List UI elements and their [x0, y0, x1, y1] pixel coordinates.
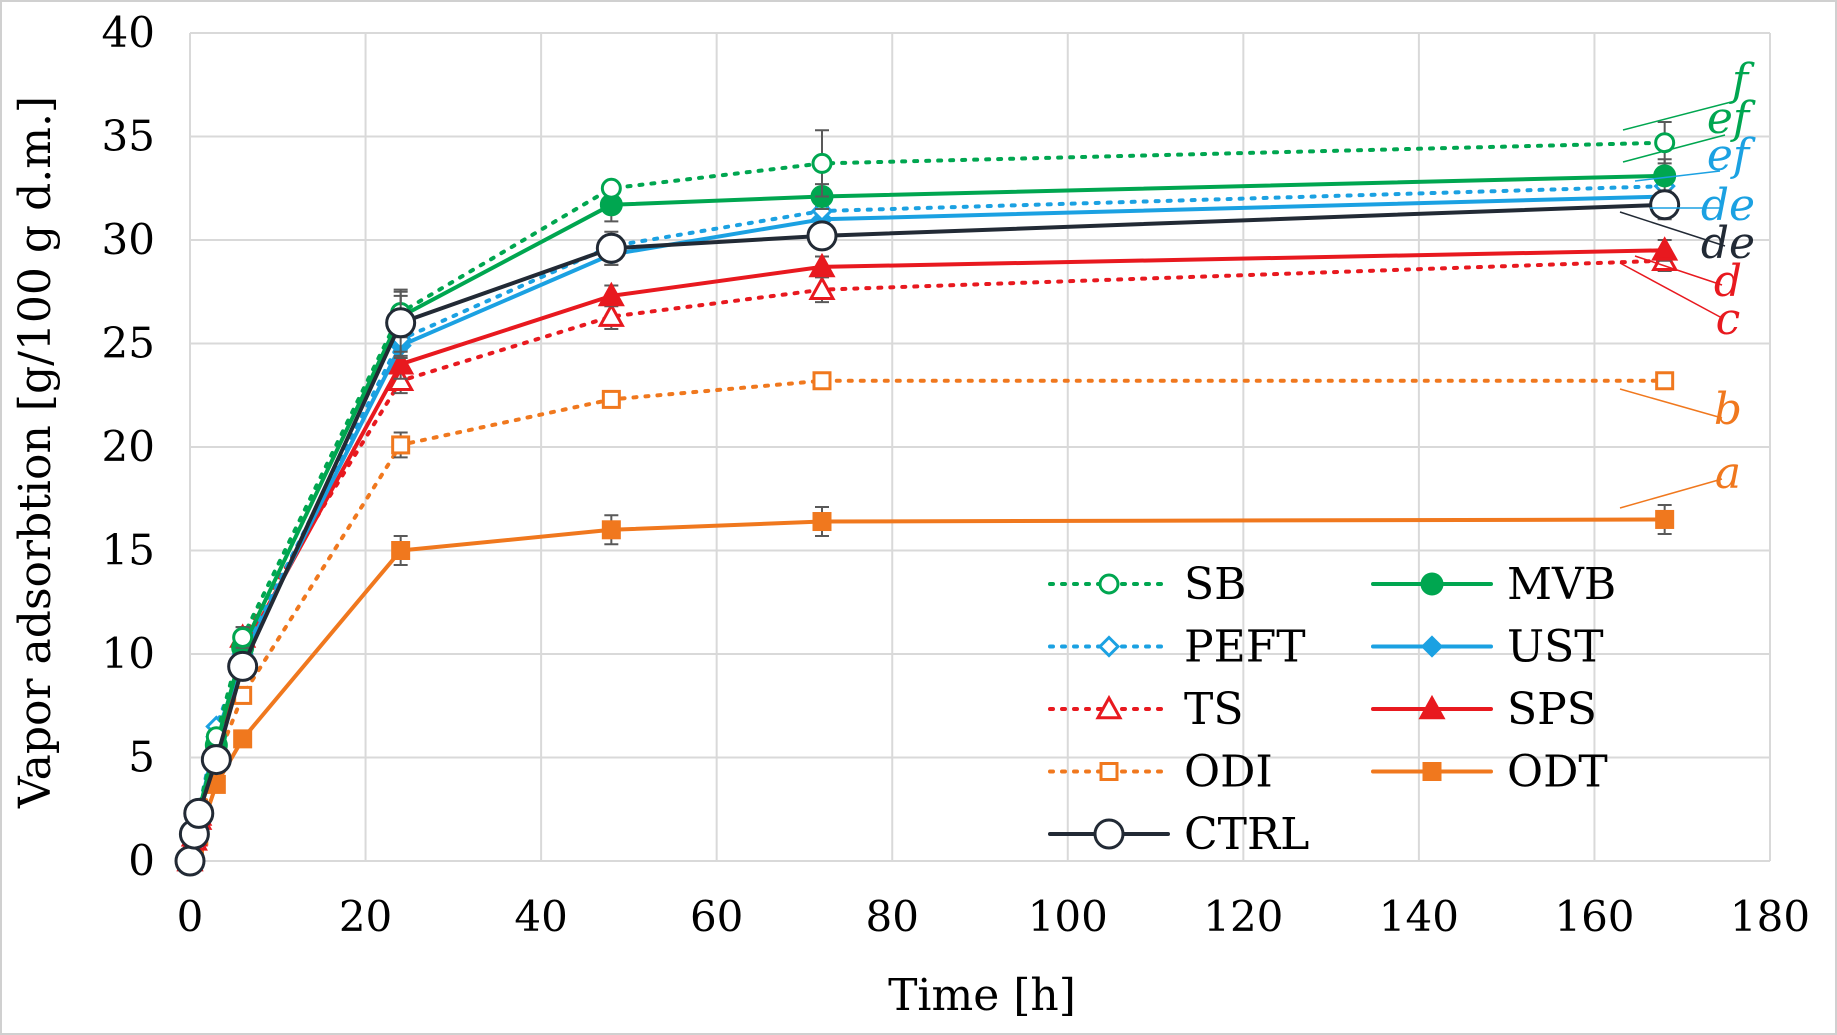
data-point [808, 252, 836, 278]
legend-swatch-marker [1099, 762, 1119, 781]
significance-letter: d [1714, 256, 1742, 307]
legend: SB MVB PEFT UST TS SPS ODI ODT CTRL [1048, 559, 1616, 860]
legend-swatch-marker [1422, 762, 1442, 781]
data-point [811, 152, 833, 174]
data-point [1655, 509, 1675, 529]
legend-label: PEFT [1184, 622, 1306, 673]
significance-letter: de [1701, 218, 1755, 269]
x-tick-label: 40 [514, 892, 567, 941]
data-point [601, 520, 621, 540]
legend-entry-ts: TS [1048, 684, 1244, 735]
data-point [1653, 164, 1677, 188]
y-axis-title: Vapor adsorbtion [g/100 g d.m.] [10, 96, 61, 809]
data-point [233, 729, 253, 749]
significance-leader-line [1619, 211, 1726, 247]
x-tick-label: 120 [1203, 892, 1283, 941]
x-tick-label: 140 [1379, 892, 1459, 941]
significance-letter: b [1714, 384, 1742, 435]
legend-label: TS [1184, 684, 1244, 735]
legend-swatch-marker [1098, 573, 1120, 595]
data-point [812, 371, 832, 391]
legend-entry-sb: SB [1048, 559, 1246, 610]
legend-label: ODT [1507, 747, 1608, 798]
legend-label: SB [1184, 559, 1246, 610]
legend-label: UST [1507, 622, 1604, 673]
data-point [1651, 236, 1679, 261]
data-point [200, 744, 232, 776]
y-tick-label: 5 [128, 733, 155, 782]
data-point [597, 302, 625, 327]
data-point [600, 177, 622, 199]
gridlines [189, 32, 1771, 862]
x-tick-label: 100 [1028, 892, 1108, 941]
legend-label: SPS [1507, 684, 1597, 735]
significance-leader-line [1619, 262, 1723, 319]
data-point [597, 281, 625, 307]
x-tick-label: 160 [1554, 892, 1634, 941]
legend-label: CTRL [1184, 809, 1309, 860]
legend-entry-sps: SPS [1371, 684, 1597, 735]
y-tick-label: 25 [102, 319, 155, 368]
legend-entry-ust: UST [1371, 622, 1604, 673]
x-tick-label: 80 [865, 892, 918, 941]
data-point [183, 797, 215, 829]
legend-swatch-marker [1420, 572, 1444, 596]
y-tick-label: 20 [102, 422, 155, 471]
data-point [806, 220, 838, 252]
data-point [391, 435, 411, 455]
x-tick-label: 60 [690, 892, 743, 941]
x-tick-label: 180 [1730, 892, 1810, 941]
data-point [1649, 189, 1681, 221]
significance-letter: ef [1707, 130, 1756, 181]
significance-letter: c [1716, 294, 1741, 345]
legend-swatch-marker [1093, 818, 1125, 850]
data-point [174, 845, 206, 877]
data-point [232, 626, 254, 648]
series-ctrl [174, 189, 1681, 877]
legend-entry-odi: ODI [1048, 747, 1273, 798]
data-point [385, 307, 417, 339]
significance-leader-line [1634, 170, 1721, 182]
legend-entry-mvb: MVB [1371, 559, 1616, 610]
y-tick-label: 30 [102, 215, 155, 264]
legend-swatch-marker [1095, 694, 1123, 720]
legend-entry-peft: PEFT [1048, 622, 1306, 673]
legend-entry-ctrl: CTRL [1048, 809, 1309, 860]
significance-leader-line [1622, 134, 1726, 163]
x-tick-label: 20 [339, 892, 392, 941]
y-tick-label: 40 [102, 8, 155, 57]
data-point [227, 650, 259, 682]
y-tick-label: 15 [102, 526, 155, 575]
significance-leader-line [1619, 388, 1723, 419]
data-series [174, 121, 1681, 877]
legend-label: ODI [1184, 747, 1273, 798]
significance-letter: a [1715, 448, 1741, 499]
x-axis-title: Time [h] [888, 970, 1076, 1021]
data-point [601, 389, 621, 409]
significance-leader-line [1622, 100, 1736, 131]
legend-swatch-marker [1420, 635, 1444, 658]
data-point [808, 275, 836, 300]
data-point [595, 232, 627, 264]
legend-entry-odt: ODT [1371, 747, 1608, 798]
significance-leader-line [1634, 255, 1723, 286]
x-tick-label: 0 [177, 892, 204, 941]
y-tick-label: 10 [102, 629, 155, 678]
y-tick-label: 35 [102, 112, 155, 161]
data-point [1655, 371, 1675, 391]
data-point [812, 512, 832, 532]
legend-label: MVB [1507, 559, 1616, 610]
significance-letter: de [1701, 180, 1755, 231]
data-point [391, 541, 411, 560]
significance-leader-line [1619, 478, 1723, 509]
significance-letter: ef [1707, 93, 1756, 144]
y-tick-label: 0 [128, 836, 155, 885]
data-point [387, 350, 415, 375]
axes: 0 5 10 15 20 25 30 35 40 0 20 40 60 80 100 120 140 160 180 [102, 8, 1811, 941]
legend-swatch-marker [1418, 694, 1446, 720]
legend-swatch-marker [1097, 635, 1121, 658]
